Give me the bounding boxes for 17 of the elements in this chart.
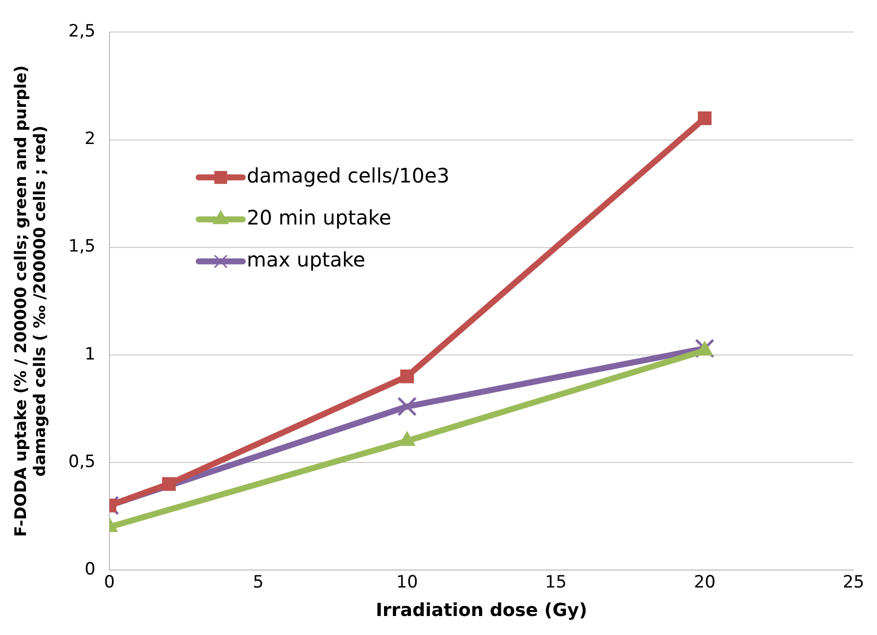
y-tick-label: 1 xyxy=(84,344,96,364)
y-tick-label: 2 xyxy=(84,129,96,150)
y-tick-label: 0,5 xyxy=(68,452,96,472)
legend-label: damaged cells/10e3 xyxy=(246,164,450,188)
x-tick-label: 0 xyxy=(104,572,115,593)
x-tick-label: 5 xyxy=(252,572,264,593)
y-tick-label: 0 xyxy=(84,559,96,580)
x-tick-label: 25 xyxy=(842,572,864,593)
x-axis-title: Irradiation dose (Gy) xyxy=(376,600,588,621)
legend-label: max uptake xyxy=(246,248,366,272)
x-tick-label: 10 xyxy=(396,572,418,593)
legend-label: 20 min uptake xyxy=(246,206,392,230)
y-tick-label: 1,5 xyxy=(68,236,96,257)
y-axis-title: F-DODA uptake (% / 200000 cells; green and purple) damaged cells ( ‰ /200000 cells ; red) xyxy=(10,65,49,537)
y-tick-label: 2,5 xyxy=(68,22,96,42)
x-tick-label: 15 xyxy=(545,572,567,593)
x-tick-label: 20 xyxy=(694,572,716,593)
